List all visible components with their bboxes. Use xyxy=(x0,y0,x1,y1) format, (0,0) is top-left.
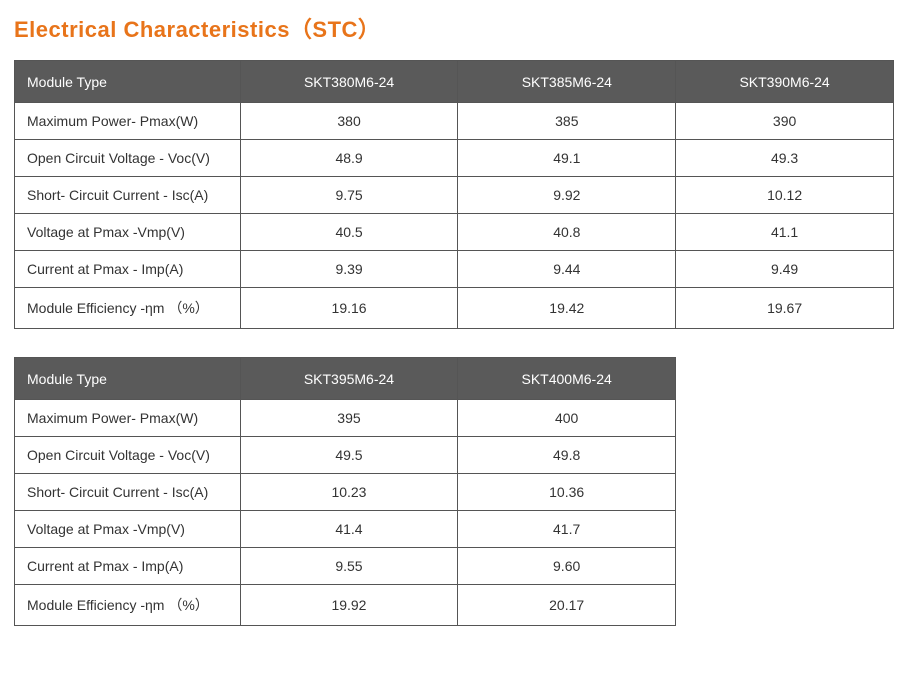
cell-value: 10.12 xyxy=(676,177,894,214)
row-label: Open Circuit Voltage - Voc(V) xyxy=(15,437,241,474)
row-label: Module Efficiency -ηm （%） xyxy=(15,585,241,626)
cell-value: 41.4 xyxy=(240,511,458,548)
cell-value: 380 xyxy=(240,103,458,140)
table-row: Open Circuit Voltage - Voc(V) 48.9 49.1 … xyxy=(15,140,894,177)
table-header-row: Module Type SKT380M6-24 SKT385M6-24 SKT3… xyxy=(15,61,894,103)
table-row: Open Circuit Voltage - Voc(V) 49.5 49.8 xyxy=(15,437,676,474)
table-row: Maximum Power- Pmax(W) 395 400 xyxy=(15,400,676,437)
column-header: SKT385M6-24 xyxy=(458,61,676,103)
cell-value: 41.7 xyxy=(458,511,676,548)
row-label: Current at Pmax - Imp(A) xyxy=(15,548,241,585)
table-row: Current at Pmax - Imp(A) 9.55 9.60 xyxy=(15,548,676,585)
table-row: Voltage at Pmax -Vmp(V) 41.4 41.7 xyxy=(15,511,676,548)
spec-table-2: Module Type SKT395M6-24 SKT400M6-24 Maxi… xyxy=(14,357,676,626)
cell-value: 49.1 xyxy=(458,140,676,177)
page-title: Electrical Characteristics（STC） xyxy=(14,12,889,44)
column-header: SKT390M6-24 xyxy=(676,61,894,103)
cell-value: 40.8 xyxy=(458,214,676,251)
cell-value: 49.5 xyxy=(240,437,458,474)
header-label: Module Type xyxy=(15,61,241,103)
cell-value: 9.39 xyxy=(240,251,458,288)
header-label: Module Type xyxy=(15,358,241,400)
cell-value: 19.67 xyxy=(676,288,894,329)
cell-value: 9.44 xyxy=(458,251,676,288)
column-header: SKT395M6-24 xyxy=(240,358,458,400)
cell-value: 48.9 xyxy=(240,140,458,177)
table-row: Voltage at Pmax -Vmp(V) 40.5 40.8 41.1 xyxy=(15,214,894,251)
cell-value: 19.16 xyxy=(240,288,458,329)
cell-value: 49.8 xyxy=(458,437,676,474)
cell-value: 9.60 xyxy=(458,548,676,585)
table-row: Maximum Power- Pmax(W) 380 385 390 xyxy=(15,103,894,140)
table-row: Module Efficiency -ηm （%） 19.92 20.17 xyxy=(15,585,676,626)
row-label: Short- Circuit Current - Isc(A) xyxy=(15,177,241,214)
cell-value: 20.17 xyxy=(458,585,676,626)
cell-value: 19.42 xyxy=(458,288,676,329)
cell-value: 10.23 xyxy=(240,474,458,511)
row-label: Module Efficiency -ηm （%） xyxy=(15,288,241,329)
row-label: Voltage at Pmax -Vmp(V) xyxy=(15,214,241,251)
row-label: Open Circuit Voltage - Voc(V) xyxy=(15,140,241,177)
table-row: Short- Circuit Current - Isc(A) 10.23 10… xyxy=(15,474,676,511)
spec-table-1: Module Type SKT380M6-24 SKT385M6-24 SKT3… xyxy=(14,60,894,329)
cell-value: 19.92 xyxy=(240,585,458,626)
row-label: Current at Pmax - Imp(A) xyxy=(15,251,241,288)
row-label: Maximum Power- Pmax(W) xyxy=(15,103,241,140)
table-row: Module Efficiency -ηm （%） 19.16 19.42 19… xyxy=(15,288,894,329)
cell-value: 41.1 xyxy=(676,214,894,251)
table-row: Current at Pmax - Imp(A) 9.39 9.44 9.49 xyxy=(15,251,894,288)
cell-value: 9.75 xyxy=(240,177,458,214)
cell-value: 10.36 xyxy=(458,474,676,511)
row-label: Voltage at Pmax -Vmp(V) xyxy=(15,511,241,548)
column-header: SKT400M6-24 xyxy=(458,358,676,400)
cell-value: 395 xyxy=(240,400,458,437)
cell-value: 385 xyxy=(458,103,676,140)
cell-value: 400 xyxy=(458,400,676,437)
cell-value: 40.5 xyxy=(240,214,458,251)
column-header: SKT380M6-24 xyxy=(240,61,458,103)
table-header-row: Module Type SKT395M6-24 SKT400M6-24 xyxy=(15,358,676,400)
cell-value: 9.92 xyxy=(458,177,676,214)
table-row: Short- Circuit Current - Isc(A) 9.75 9.9… xyxy=(15,177,894,214)
cell-value: 9.49 xyxy=(676,251,894,288)
row-label: Short- Circuit Current - Isc(A) xyxy=(15,474,241,511)
row-label: Maximum Power- Pmax(W) xyxy=(15,400,241,437)
cell-value: 9.55 xyxy=(240,548,458,585)
cell-value: 49.3 xyxy=(676,140,894,177)
cell-value: 390 xyxy=(676,103,894,140)
